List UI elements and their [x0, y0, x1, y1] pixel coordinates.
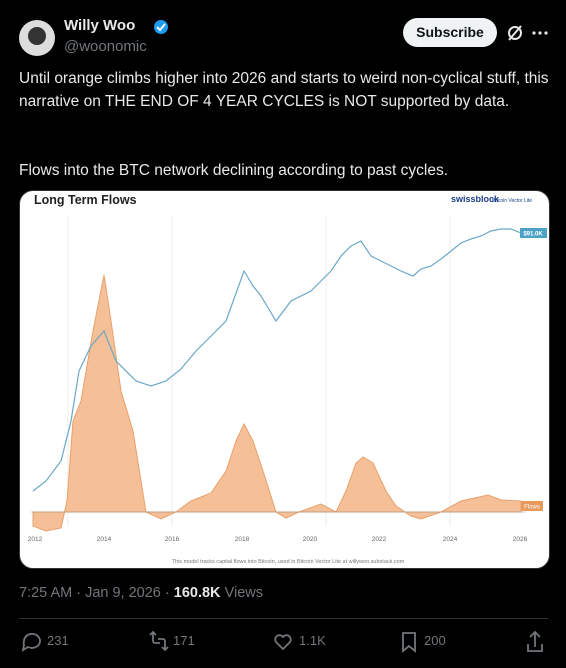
reply-count: 231	[47, 633, 69, 648]
grok-icon[interactable]	[508, 26, 522, 40]
view-count: 160.8K	[173, 585, 221, 601]
year-label: 2012	[28, 536, 43, 543]
year-label: 2026	[513, 536, 528, 543]
repost-icon[interactable]	[149, 630, 169, 652]
price-badge	[520, 228, 547, 238]
image-title: Long Term Flows	[34, 193, 137, 207]
flows-label: Flows	[524, 505, 540, 511]
tweet-text: Flows into the BTC network declining acc…	[19, 162, 449, 179]
footnote: This model tracks capital flows into Bit…	[172, 559, 405, 565]
price-line	[32, 228, 522, 492]
year-label: 2024	[443, 536, 458, 543]
flows-area	[32, 274, 522, 532]
flows-badge	[521, 501, 543, 511]
author-name[interactable]: Willy Woo	[64, 17, 136, 34]
views-label: Views	[224, 585, 263, 601]
action-icons	[21, 630, 543, 653]
like-icon[interactable]	[274, 634, 292, 651]
year-label: 2022	[372, 536, 387, 543]
year-label: 2020	[303, 536, 318, 543]
bookmark-icon[interactable]	[402, 632, 416, 653]
repost-count: 171	[173, 633, 195, 648]
brand-sub: Bitcoin Vector Lite	[492, 198, 532, 204]
year-label: 2016	[165, 536, 180, 543]
author-handle[interactable]: @woonomic	[64, 38, 147, 55]
brand: swissblock	[451, 194, 500, 204]
bookmark-count: 200	[424, 633, 446, 648]
year-label: 2018	[235, 536, 250, 543]
price-label: $91.0K	[523, 232, 543, 238]
year-label: 2014	[97, 536, 112, 543]
header-icons	[19, 20, 548, 56]
timestamp[interactable]: 7:25 AM · Jan 9, 2026 ·	[19, 585, 174, 601]
chart-svg: Long Term Flows swissblock Bitcoin Vecto…	[28, 193, 547, 565]
verified-badge	[154, 20, 168, 34]
more-icon[interactable]	[532, 31, 548, 35]
like-count: 1.1K	[299, 633, 326, 648]
tweet-text: Until orange climbs higher into 2026 and…	[19, 70, 549, 110]
subscribe-button[interactable]: Subscribe	[403, 18, 497, 47]
meta: 7:25 AM · Jan 9, 2026 · 160.8K Views	[19, 585, 263, 601]
chart-image[interactable]: Long Term Flows swissblock Bitcoin Vecto…	[19, 190, 550, 569]
reply-icon[interactable]	[21, 633, 41, 652]
share-icon[interactable]	[527, 630, 543, 652]
divider	[19, 618, 548, 619]
